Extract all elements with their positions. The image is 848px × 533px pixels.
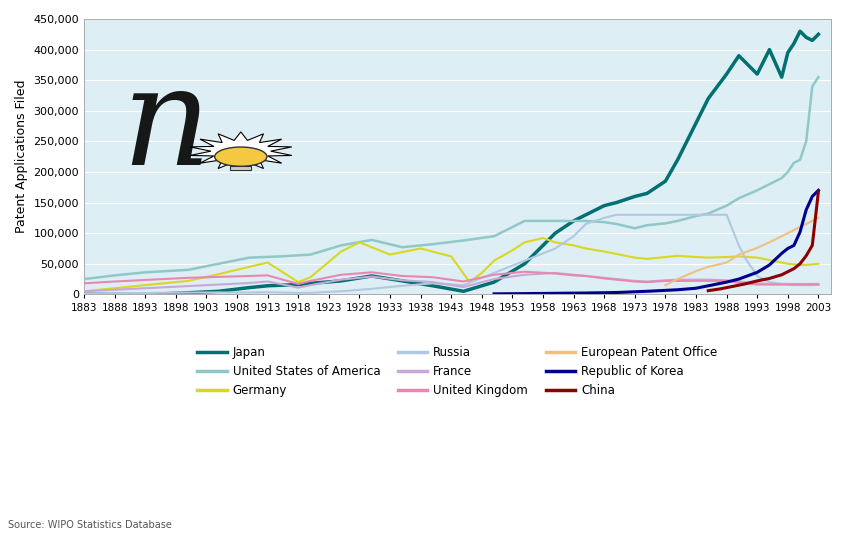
FancyBboxPatch shape (231, 166, 251, 170)
Text: Source: WIPO Statistics Database: Source: WIPO Statistics Database (8, 520, 172, 530)
Legend: Japan, United States of America, Germany, Russia, France, United Kingdom, Europe: Japan, United States of America, Germany… (192, 342, 722, 402)
Text: n: n (121, 60, 211, 195)
Ellipse shape (215, 147, 267, 166)
Y-axis label: Patent Applications Filed: Patent Applications Filed (15, 80, 28, 233)
Polygon shape (190, 132, 292, 171)
